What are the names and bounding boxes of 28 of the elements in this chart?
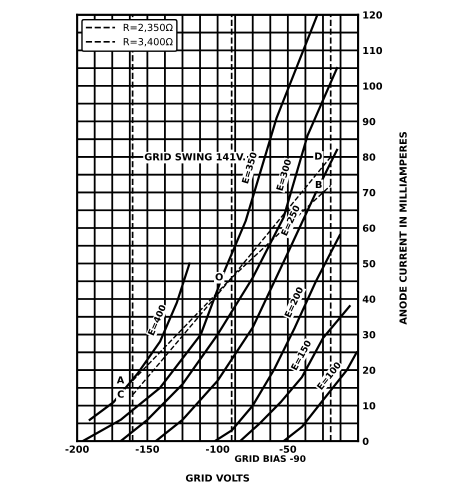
x-tick-label: -150: [136, 445, 160, 453]
y-tick-label: 30: [362, 331, 376, 338]
legend-label: R=3,400Ω: [124, 38, 173, 46]
ref-line-label: GRID BIAS -90: [234, 455, 306, 462]
text: E=300: [276, 158, 292, 191]
annotation: B: [316, 180, 322, 188]
x-tick-label: -50: [280, 445, 296, 453]
y-tick-label: 110: [363, 46, 382, 54]
annotation: C: [118, 390, 124, 398]
x-tick-label: -200: [65, 445, 89, 453]
x-tick-label: -100: [206, 445, 230, 453]
annotation: O: [216, 273, 223, 281]
y-axis-title: ANODE CURRENT IN MILLIAMPERES: [399, 132, 407, 325]
y-tick-label: 120: [363, 11, 382, 19]
y-tick-label: 90: [362, 118, 376, 126]
y-tick-label: 60: [362, 224, 376, 232]
legend-label: R=2,350Ω: [124, 24, 173, 32]
y-tick-label: 80: [362, 153, 376, 161]
y-tick-label: 0: [362, 438, 369, 445]
y-tick-label: 10: [363, 402, 376, 410]
y-tick-label: 100: [363, 82, 382, 90]
y-tick-label: 20: [363, 366, 376, 374]
annotation: A: [116, 376, 124, 384]
annotation: D: [315, 152, 322, 160]
y-tick-label: 70: [362, 188, 376, 196]
y-tick-label: 50: [363, 260, 376, 268]
x-axis-title: GRID VOLTS: [186, 474, 250, 482]
y-tick-label: 40: [362, 296, 376, 303]
